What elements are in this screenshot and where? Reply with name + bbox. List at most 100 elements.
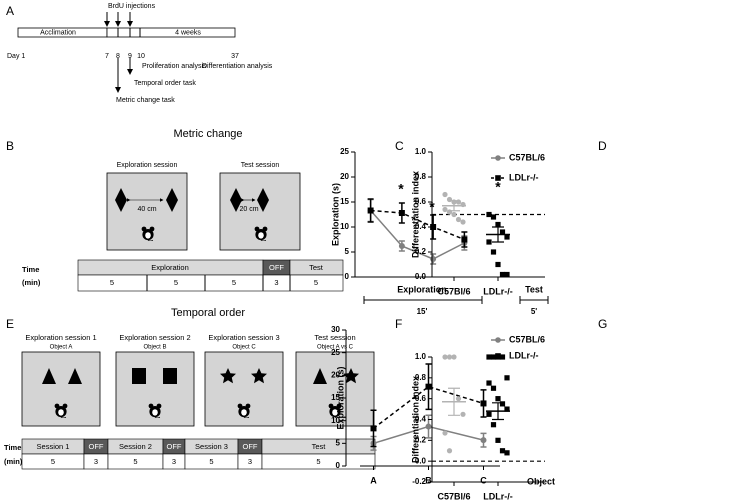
panel-letter: G: [598, 317, 607, 331]
y-tick-label: 20: [331, 370, 340, 379]
panel-letter: F: [395, 317, 402, 331]
object: [313, 368, 327, 384]
sem-bar: [492, 402, 504, 421]
y-tick-label: 0.4: [415, 222, 427, 231]
legend-label: LDLr-/-: [509, 172, 539, 182]
cell-text: 5: [232, 278, 236, 287]
arena: [115, 351, 195, 427]
sem-bar: [448, 387, 460, 416]
series-line: [370, 209, 465, 241]
dot: [486, 380, 492, 386]
cell-text: 5: [209, 457, 213, 466]
time-label: Time: [4, 443, 21, 452]
y-tick-label: 0.8: [415, 172, 427, 181]
panel-title: Temporal order: [171, 307, 245, 319]
marker: [430, 224, 437, 230]
y-tick-label: 0.4: [415, 415, 427, 424]
dot: [490, 249, 497, 255]
dot: [451, 211, 457, 218]
object-label: Object A: [50, 345, 73, 351]
dot: [486, 211, 492, 218]
dot: [504, 450, 510, 456]
y-tick-label: 0: [336, 461, 341, 470]
cell-text: Session 1: [37, 442, 70, 451]
cell-text: Exploration: [151, 263, 189, 272]
charts: 0 5 10 15 20 25 Exploration (s) C57BL/6 LDLr-/- *…: [330, 147, 555, 501]
legend-label: C57BL/6: [509, 152, 545, 162]
day-label: 37: [231, 53, 239, 60]
series-line: [370, 210, 465, 260]
dot: [504, 234, 510, 240]
dot: [495, 261, 501, 268]
y-tick-label: 15: [340, 197, 349, 206]
cell-text: 3: [94, 457, 98, 466]
object: [115, 188, 127, 212]
cell-text: 3: [274, 278, 278, 287]
dot: [499, 229, 506, 235]
panel-letter: C: [395, 139, 404, 153]
metric-protocol: Metric change Exploration session Test s…: [22, 128, 344, 292]
object: [230, 188, 242, 212]
cell-text: Test: [312, 442, 327, 451]
dot: [495, 396, 501, 402]
y-tick-label: 20: [340, 172, 349, 181]
y-axis-label: Exploration (s): [335, 366, 345, 429]
panel-title: Metric change: [173, 128, 242, 140]
dot: [455, 396, 462, 402]
legend-marker: [495, 175, 501, 181]
significance: *: [495, 179, 501, 195]
y-tick-label: 0.2: [415, 435, 427, 444]
label: Temporal order task: [134, 80, 196, 87]
object: [166, 188, 178, 212]
dot: [495, 354, 501, 360]
dot: [442, 430, 448, 436]
y-tick-label: 10: [340, 222, 349, 231]
dot: [504, 271, 510, 278]
marker: [367, 207, 374, 214]
cell-text: 5: [51, 457, 55, 466]
dot: [495, 221, 501, 228]
dot: [451, 354, 457, 360]
x-tick-label: A: [370, 475, 377, 485]
cell-text: Session 3: [195, 442, 228, 451]
time-label: (min): [4, 457, 23, 466]
cell-text: 5: [174, 278, 178, 287]
timeline: BrdU injections Acclimation 4 weeks Day …: [7, 3, 273, 104]
time-label: (min): [22, 278, 41, 287]
cell-text: OFF: [89, 442, 104, 451]
dot: [446, 448, 453, 454]
cell-text: 5: [133, 457, 137, 466]
y-tick-label: 0.6: [415, 197, 427, 206]
y-tick-label: 0.0: [415, 456, 427, 465]
panel-letter: A: [6, 4, 14, 18]
x-tick-label: LDLr-/-: [483, 491, 513, 501]
legend-label: C57BL/6: [509, 334, 545, 344]
panel-letter: E: [6, 317, 14, 331]
group-bracket: [519, 296, 549, 304]
y-tick-label: 0.2: [415, 247, 427, 256]
y-tick-label: 1.0: [415, 147, 427, 156]
session-label: Exploration session 3: [208, 333, 279, 342]
panel-letters: A B C D E F G: [6, 4, 607, 331]
y-tick-label: -0.2: [412, 477, 426, 486]
label: Acclimation: [40, 29, 76, 36]
object-label: Object C: [232, 345, 256, 351]
object: [68, 368, 82, 384]
dot: [490, 214, 497, 220]
day-label: 8: [116, 53, 120, 60]
label: BrdU injections: [108, 3, 156, 10]
cell-text: 5: [314, 278, 318, 287]
dot: [490, 422, 497, 428]
session-label: Exploration session 2: [119, 333, 190, 342]
temporal-protocol: Temporal order Exploration session 1 Obj…: [4, 307, 376, 470]
dot: [486, 239, 492, 245]
day-label: 9: [128, 53, 132, 60]
x-tick-label: C57Bl/6: [437, 491, 470, 501]
cell-text: 3: [248, 457, 252, 466]
y-tick-label: 0.0: [415, 272, 427, 281]
y-axis-label: Differentiation index: [410, 376, 420, 463]
dot: [486, 411, 492, 417]
legend-label: LDLr-/-: [509, 350, 539, 360]
